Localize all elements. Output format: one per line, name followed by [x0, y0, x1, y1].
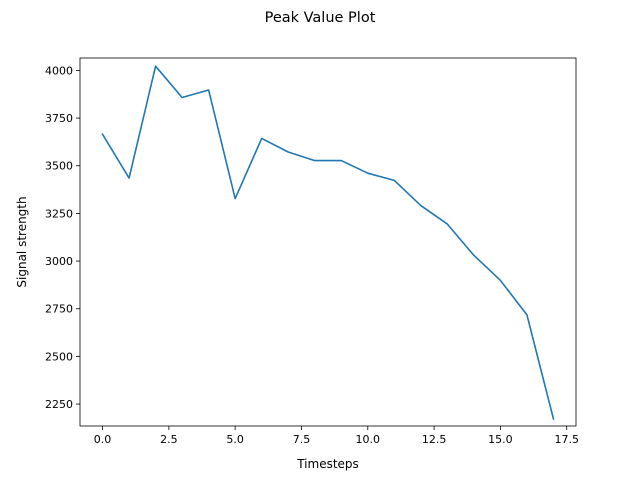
y-axis-label: Signal strength [15, 196, 29, 287]
y-tick-label: 2500 [45, 350, 73, 363]
x-tick-label: 5.0 [226, 433, 244, 446]
y-tick-label: 2250 [45, 398, 73, 411]
chart-title: Peak Value Plot [265, 10, 376, 26]
plot-area: 0.0 2.5 5.0 7.5 10.0 12.5 15.0 17.5 2250 2500 2750… [45, 57, 579, 446]
y-tick-label: 2750 [45, 303, 73, 316]
axes-frame [79, 57, 577, 427]
y-tick-label: 3000 [45, 255, 73, 268]
x-axis-label: Timesteps [296, 457, 359, 471]
x-tick-label: 0.0 [94, 433, 112, 446]
x-tick-label: 2.5 [160, 433, 178, 446]
x-tick-label: 15.0 [488, 433, 513, 446]
y-tick-label: 3500 [45, 160, 73, 173]
y-tick-label: 3750 [45, 112, 73, 125]
y-tick-label: 3250 [45, 207, 73, 220]
y-tick-label: 4000 [45, 64, 73, 77]
x-tick-label: 17.5 [554, 433, 579, 446]
series-line-0 [101, 65, 555, 420]
x-tick-label: 7.5 [293, 433, 311, 446]
x-tick-label: 10.0 [356, 433, 381, 446]
x-tick-label: 12.5 [422, 433, 447, 446]
